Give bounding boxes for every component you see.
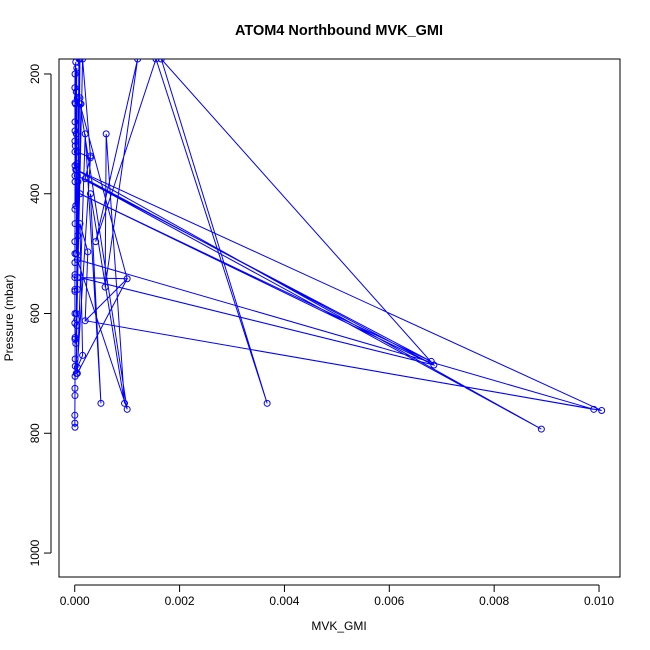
data-point	[73, 256, 81, 264]
data-point	[79, 351, 87, 359]
data-point	[71, 238, 79, 246]
plot-frame	[58, 58, 621, 578]
y-tick-label: 200	[28, 64, 42, 84]
x-tick-label: 0.004	[269, 594, 299, 608]
data-point	[537, 425, 545, 433]
x-axis: 0.000 0.002 0.004 0.006 0.008 0.010	[60, 584, 614, 608]
data-point	[76, 220, 84, 228]
data-point	[86, 190, 94, 198]
data-point	[71, 392, 79, 400]
data-point	[71, 142, 79, 150]
data-point	[71, 118, 79, 126]
y-tick-label: 600	[28, 303, 42, 323]
data-point	[72, 130, 80, 138]
data-point	[157, 59, 165, 63]
data-point	[73, 315, 81, 323]
x-tick-label: 0.002	[165, 594, 195, 608]
y-tick-label: 800	[28, 423, 42, 443]
data-point	[97, 399, 105, 407]
data-point	[152, 59, 160, 63]
x-tick-label: 0.010	[584, 594, 614, 608]
data-point	[71, 220, 79, 228]
data-point	[84, 248, 92, 256]
data-point	[72, 166, 80, 174]
data-point	[76, 190, 84, 198]
data-point	[81, 175, 89, 183]
data-point	[123, 275, 131, 283]
series-line	[74, 59, 602, 430]
series-lines	[74, 59, 602, 430]
data-point	[101, 283, 109, 291]
data-point	[73, 64, 81, 72]
x-tick-label: 0.000	[60, 594, 90, 608]
series-markers	[71, 59, 606, 433]
data-point	[71, 205, 79, 213]
data-point	[73, 274, 81, 282]
data-point	[71, 84, 79, 92]
data-point	[134, 59, 142, 63]
y-tick-label: 1000	[28, 539, 42, 566]
data-point	[102, 130, 110, 138]
data-point	[71, 411, 79, 419]
data-point	[76, 59, 84, 63]
data-point	[86, 154, 94, 162]
data-point	[71, 274, 79, 282]
y-tick-label: 400	[28, 183, 42, 203]
x-axis-label: MVK_GMI	[311, 619, 366, 633]
chart-title: ATOM4 Northbound MVK_GMI	[235, 23, 443, 39]
y-axis: 200 400 600 800 1000	[28, 64, 52, 566]
data-point	[71, 419, 79, 427]
data-point	[263, 399, 271, 407]
data-point	[73, 286, 81, 294]
data-point	[73, 148, 81, 156]
data-point	[72, 339, 80, 347]
data-point	[81, 130, 89, 138]
x-tick-label: 0.006	[374, 594, 404, 608]
data-point	[427, 357, 435, 365]
data-point	[74, 232, 82, 240]
data-point	[598, 407, 606, 415]
data-point	[590, 405, 598, 413]
data-point	[71, 286, 79, 294]
data-point	[71, 162, 79, 170]
data-point	[92, 238, 100, 246]
data-point	[76, 274, 84, 282]
data-point	[76, 94, 84, 102]
data-point	[81, 317, 89, 325]
data-point	[79, 59, 87, 63]
data-point	[71, 384, 79, 392]
data-point	[71, 355, 79, 363]
data-point	[73, 94, 81, 102]
data-point	[72, 202, 80, 210]
y-axis-label: Pressure (mbar)	[2, 275, 16, 362]
data-point	[121, 399, 129, 407]
data-point	[123, 405, 131, 413]
data-point	[71, 137, 79, 145]
data-point	[71, 423, 79, 431]
x-tick-label: 0.008	[479, 594, 509, 608]
data-point	[73, 363, 81, 371]
